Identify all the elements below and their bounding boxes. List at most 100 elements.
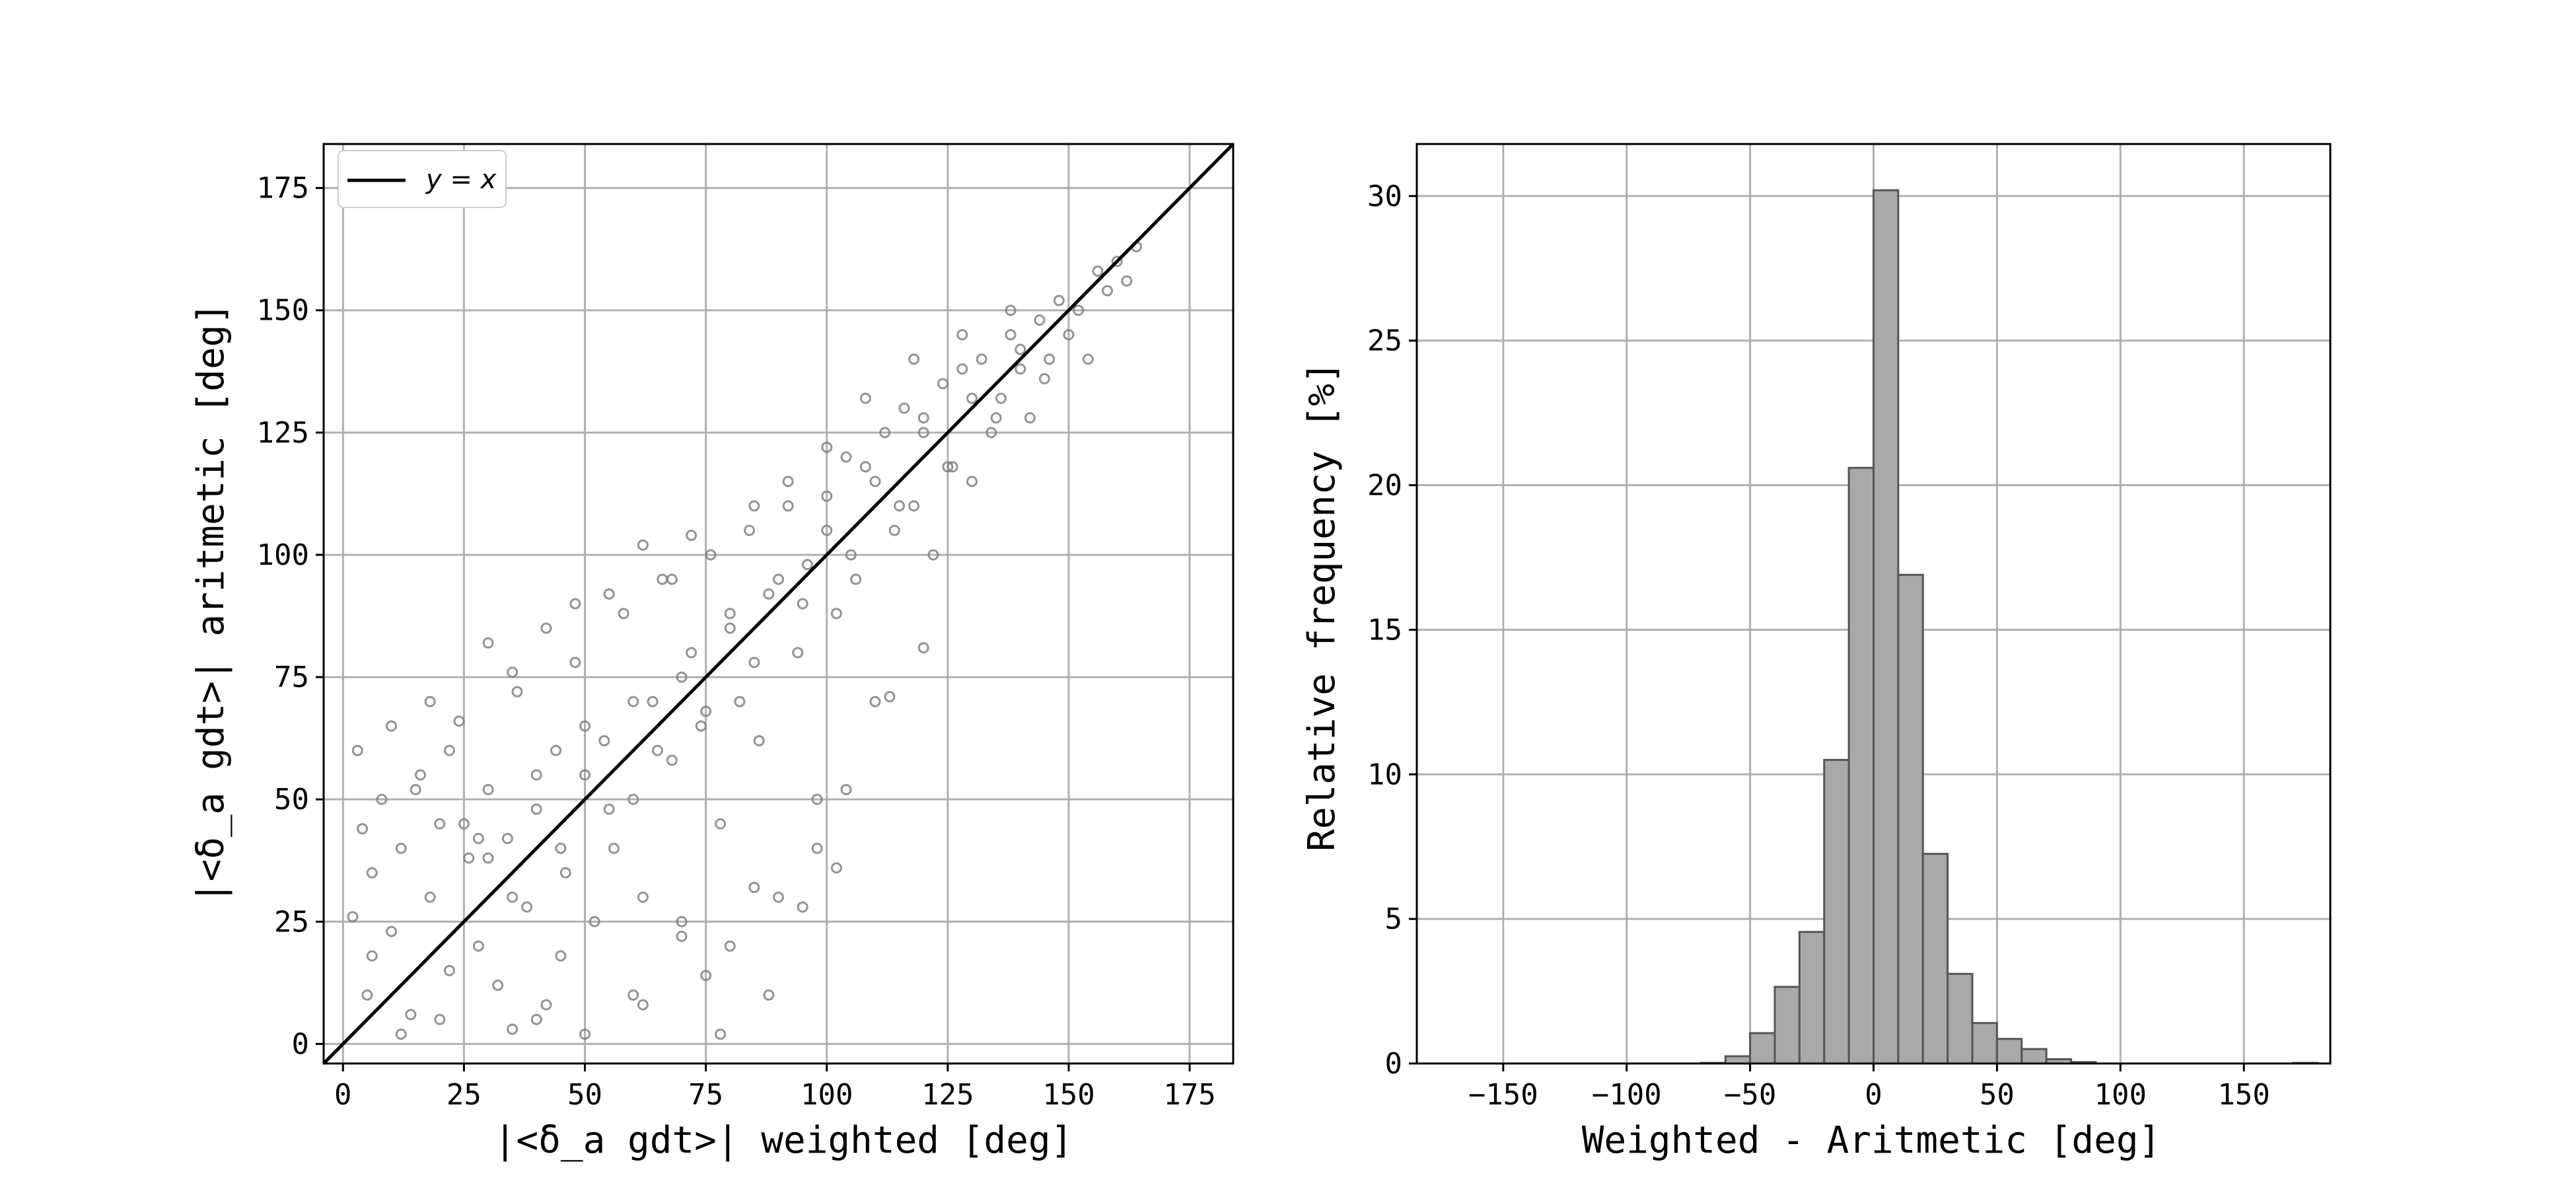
scatter-point [1063, 329, 1075, 341]
scatter-point [579, 769, 591, 781]
scatter-point [845, 549, 857, 561]
scatter-point [501, 832, 513, 844]
scatter-point [579, 720, 591, 732]
scatter-point [990, 412, 1002, 424]
histogram-panel: −150 −100 −50 0 50 100 150 0 5 10 15 20 25 30 Weight… [1301, 143, 2332, 1162]
scatter-point [443, 744, 455, 756]
scatter-point [357, 823, 369, 835]
scatter-point [651, 744, 663, 756]
scatter-point [482, 783, 494, 795]
scatter-point [463, 852, 475, 864]
scatter-x-tick-label: 100 [801, 1078, 853, 1112]
histogram-bar [1897, 573, 1924, 1065]
scatter-points [347, 240, 1143, 1040]
scatter-point [647, 696, 659, 707]
scatter-point [579, 1028, 591, 1040]
histogram-bar [1847, 466, 1875, 1065]
scatter-point [748, 881, 760, 893]
scatter-point [898, 402, 910, 414]
histogram-y-tick-label: 5 [1385, 902, 1403, 936]
histogram-x-tick-label: 150 [2217, 1078, 2270, 1112]
scatter-point [637, 539, 649, 551]
scatter-point [424, 891, 436, 903]
scatter-y-tick-label: 125 [257, 416, 309, 450]
scatter-point [884, 691, 896, 703]
histogram-x-tick-label: 100 [2094, 1078, 2147, 1112]
scatter-point [386, 720, 398, 732]
scatter-point [1111, 256, 1123, 268]
histogram-y-tick-label: 30 [1367, 180, 1402, 213]
legend: y = x [338, 150, 507, 208]
scatter-point [1015, 363, 1026, 375]
scatter-y-tick-label: 100 [257, 538, 309, 572]
scatter-point [386, 925, 398, 937]
scatter-point [1005, 305, 1017, 316]
histogram-bar [1798, 931, 1826, 1065]
scatter-point [618, 608, 629, 620]
histogram-bar [1947, 972, 1974, 1065]
scatter-point [540, 622, 552, 634]
scatter-point [1092, 266, 1104, 277]
scatter-point [1034, 314, 1046, 326]
scatter-point [530, 1013, 542, 1025]
scatter-point [589, 916, 600, 927]
scatter-point [666, 754, 678, 766]
scatter-y-tick-label: 0 [292, 1027, 310, 1061]
scatter-point [434, 1013, 446, 1025]
scatter-point [715, 1028, 727, 1040]
scatter-point [627, 696, 639, 707]
histogram-bar [1921, 853, 1949, 1065]
scatter-point [724, 608, 736, 620]
scatter-point [347, 911, 359, 923]
scatter-point [482, 637, 494, 649]
histogram-bar [1995, 1038, 2023, 1065]
scatter-point [530, 769, 542, 781]
scatter-point [608, 842, 620, 854]
scatter-point [637, 891, 649, 903]
scatter-y-axis-label: |<δ_a gdt>| aritmetic [deg] [190, 303, 233, 904]
scatter-point [555, 950, 567, 962]
scatter-point [540, 999, 552, 1011]
scatter-point [482, 852, 494, 864]
scatter-point [676, 916, 688, 927]
scatter-point [666, 573, 678, 585]
scatter-point [908, 500, 920, 512]
scatter-point [414, 769, 426, 781]
scatter-point [657, 573, 668, 585]
scatter-y-tick-label: 50 [274, 783, 309, 816]
scatter-point [1024, 412, 1036, 424]
scatter-point [424, 696, 436, 707]
scatter-point [811, 842, 823, 854]
scatter-point [637, 999, 649, 1011]
scatter-point [995, 392, 1007, 404]
scatter-x-ticks: 0 25 50 75 100 125 150 175 [334, 1063, 1216, 1112]
scatter-point [927, 549, 939, 561]
scatter-point [598, 735, 610, 746]
scatter-point [351, 744, 363, 756]
histogram-bar [1724, 1055, 1752, 1065]
scatter-point [801, 559, 813, 571]
scatter-point [797, 901, 808, 913]
scatter-point [985, 427, 997, 439]
scatter-point [966, 392, 978, 404]
scatter-point [603, 803, 615, 815]
scatter-point [947, 461, 958, 473]
histogram-x-tick-label: −150 [1468, 1078, 1538, 1112]
histogram-x-tick-label: −50 [1724, 1078, 1776, 1112]
histogram-y-tick-label: 20 [1367, 469, 1402, 503]
scatter-point [840, 451, 852, 463]
scatter-point [763, 989, 775, 1001]
scatter-point [559, 867, 571, 879]
scatter-y-ticks: 0 25 50 75 100 125 150 175 [257, 172, 324, 1061]
scatter-y-tick-label: 25 [274, 905, 309, 939]
scatter-point [917, 427, 929, 439]
scatter-point [676, 930, 688, 942]
scatter-point [700, 705, 712, 717]
histogram-bar [1873, 189, 1900, 1065]
scatter-point [555, 842, 567, 854]
scatter-x-tick-label: 75 [688, 1078, 723, 1112]
scatter-point [956, 363, 968, 375]
scatter-point [908, 353, 920, 365]
scatter-point [405, 1009, 417, 1021]
scatter-point [705, 549, 717, 561]
